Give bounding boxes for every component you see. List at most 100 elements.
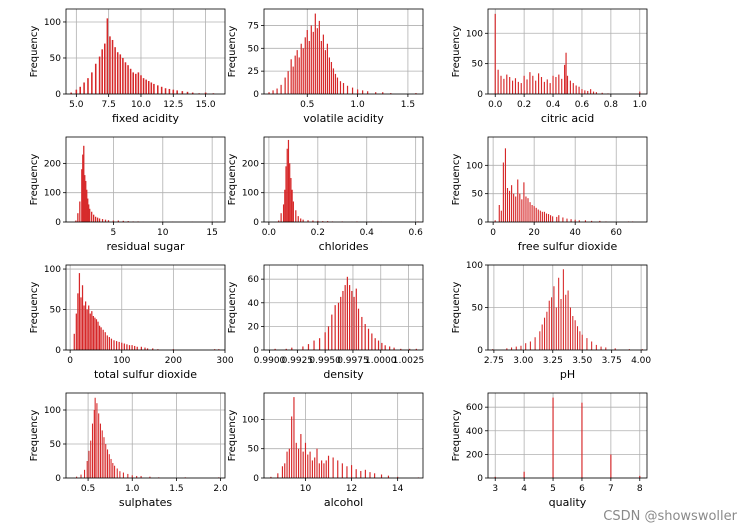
x-axis-label: alcohol: [324, 496, 363, 509]
y-tick-label: 60: [248, 275, 260, 285]
histogram-bar: [284, 189, 286, 222]
histogram-bar: [519, 193, 521, 222]
histogram-bar: [109, 36, 111, 94]
histogram-bar: [307, 454, 309, 478]
x-tick-label: 12: [346, 484, 357, 494]
y-tick-label: 50: [248, 445, 260, 455]
histogram-bar: [280, 84, 282, 94]
histogram-bar: [511, 347, 513, 350]
y-tick-label: 100: [44, 189, 61, 199]
histogram-bar: [555, 307, 557, 350]
histogram-bar: [581, 402, 583, 478]
histogram-bar: [137, 72, 140, 94]
histogram-bar: [286, 148, 288, 222]
histogram-bar: [126, 344, 128, 350]
y-tick-label: 50: [50, 440, 62, 450]
histogram-bar: [502, 162, 504, 222]
histogram-bar: [127, 473, 129, 478]
histogram-bar: [327, 455, 330, 478]
histogram-bar: [586, 338, 588, 350]
histogram-bar: [572, 83, 574, 94]
histogram-bar: [313, 340, 315, 350]
x-tick-label: 0.2: [311, 228, 325, 238]
plot-frame: [263, 136, 424, 223]
y-tick-label: 20: [248, 322, 260, 332]
histogram-bar: [525, 196, 527, 222]
histogram-bar: [278, 220, 280, 222]
histogram-bar: [285, 348, 287, 350]
histogram-bar: [367, 91, 369, 94]
histogram-bar: [397, 476, 399, 478]
histogram-bar: [95, 319, 98, 350]
histogram-bar: [415, 348, 417, 350]
histogram-bar: [517, 81, 519, 94]
histogram-bar: [85, 180, 87, 222]
histogram-bar: [334, 73, 337, 94]
histogram-bar: [508, 190, 511, 222]
histogram-bar: [316, 28, 318, 94]
histogram-bar: [83, 82, 85, 94]
histogram-bar: [552, 216, 554, 222]
histogram-bar: [106, 449, 109, 478]
histogram-bar: [555, 77, 557, 94]
histogram-bar: [318, 463, 320, 478]
histogram-bar: [639, 475, 641, 478]
histogram-bar: [272, 90, 274, 94]
x-tick-label: 3.25: [543, 356, 563, 366]
x-tick-label: 8: [637, 484, 643, 494]
histogram-bar: [381, 342, 383, 350]
histogram-bar: [548, 300, 550, 350]
histogram-bar: [86, 309, 88, 350]
histogram-bar: [78, 273, 81, 350]
histogram-bar: [579, 331, 581, 350]
histogram-bar: [98, 56, 101, 94]
x-tick-label: 0: [67, 356, 73, 366]
histogram-bar: [287, 71, 289, 94]
histogram-bar: [310, 25, 312, 94]
histogram-bar: [540, 77, 543, 94]
histogram-bar: [513, 193, 515, 222]
histogram-bar: [290, 178, 292, 222]
histogram-bar: [558, 74, 560, 94]
histogram-bar: [140, 346, 142, 350]
plot-frame: [487, 392, 648, 479]
histogram-bar: [546, 79, 548, 94]
x-axis-label: free sulfur dioxide: [518, 240, 618, 253]
histogram-bar: [112, 220, 115, 222]
y-axis-label: Frequency: [451, 282, 462, 334]
histogram-bar: [312, 220, 314, 222]
histogram-bar: [302, 48, 304, 94]
histogram-bar: [304, 37, 306, 94]
histogram-bar: [106, 18, 109, 94]
histogram-bar: [346, 85, 349, 94]
histogram-bar: [91, 211, 93, 222]
histogram-bar: [342, 290, 344, 350]
plot-frame: [65, 8, 226, 95]
histogram-bar: [181, 91, 184, 94]
histogram-bar: [351, 87, 354, 94]
histogram-bar: [314, 457, 316, 478]
histogram-bar: [552, 397, 554, 478]
histogram-bar: [494, 220, 496, 222]
histogram-bar: [628, 349, 630, 350]
histogram-bar: [101, 219, 104, 222]
histogram-bar: [304, 442, 307, 478]
x-axis-label: citric acid: [541, 112, 594, 125]
histogram-bar: [384, 345, 386, 350]
x-axis-label: sulphates: [119, 496, 173, 509]
x-tick-label: 0.2: [517, 100, 531, 110]
histogram-bar: [543, 211, 545, 222]
y-tick-label: 0: [477, 474, 483, 484]
histogram-bar: [349, 285, 351, 350]
y-tick-label: 50: [472, 60, 484, 70]
histogram-bar: [93, 410, 95, 478]
x-tick-label: 14: [392, 484, 404, 494]
x-tick-label: 100: [113, 356, 130, 366]
histogram-bar: [91, 311, 93, 350]
histogram-bar: [100, 327, 102, 350]
x-tick-label: 0.4: [546, 100, 561, 110]
plot-frame: [487, 8, 648, 95]
histogram-bar: [331, 314, 333, 350]
histogram-bar: [94, 317, 96, 350]
histogram-bar: [122, 220, 124, 222]
